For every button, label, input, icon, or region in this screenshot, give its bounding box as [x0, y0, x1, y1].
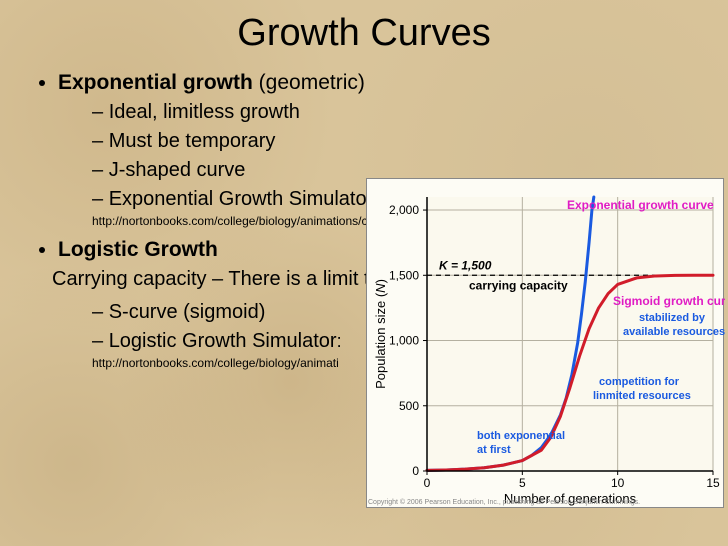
svg-text:competition for: competition for — [599, 376, 680, 388]
svg-text:stabilized by: stabilized by — [639, 312, 706, 324]
svg-text:1,000: 1,000 — [389, 334, 419, 348]
svg-text:carrying capacity: carrying capacity — [469, 278, 568, 292]
svg-text:linmited resources: linmited resources — [593, 390, 691, 402]
log-heading-bold: Logistic Growth — [58, 238, 218, 261]
exp-item: Ideal, limitless growth — [92, 99, 718, 126]
growth-chart: K = 1,500 carrying capacity 0 500 1,000 1,500… — [366, 178, 724, 508]
svg-text:at first: at first — [477, 444, 511, 456]
exp-heading-rest: (geometric) — [253, 71, 365, 94]
svg-text:Sigmoid growth curve: Sigmoid growth curve — [613, 294, 725, 308]
exp-heading-bold: Exponential growth — [58, 71, 253, 94]
svg-text:15: 15 — [706, 476, 720, 490]
svg-text:1,500: 1,500 — [389, 268, 419, 282]
svg-text:0: 0 — [412, 464, 419, 478]
exp-item: Must be temporary — [92, 128, 718, 155]
svg-text:0: 0 — [424, 476, 431, 490]
svg-text:10: 10 — [611, 476, 625, 490]
svg-text:5: 5 — [519, 476, 526, 490]
svg-text:500: 500 — [399, 399, 419, 413]
chart-copyright: Copyright © 2006 Pearson Education, Inc.… — [368, 499, 640, 506]
page-title: Growth Curves — [0, 0, 728, 63]
svg-text:2,000: 2,000 — [389, 203, 419, 217]
svg-text:available resources: available resources — [623, 326, 725, 338]
svg-text:Population size (N): Population size (N) — [373, 279, 388, 389]
svg-text:both exponential: both exponential — [477, 430, 565, 442]
svg-text:K = 1,500: K = 1,500 — [439, 258, 492, 272]
svg-text:Exponential growth curve: Exponential growth curve — [567, 198, 714, 212]
